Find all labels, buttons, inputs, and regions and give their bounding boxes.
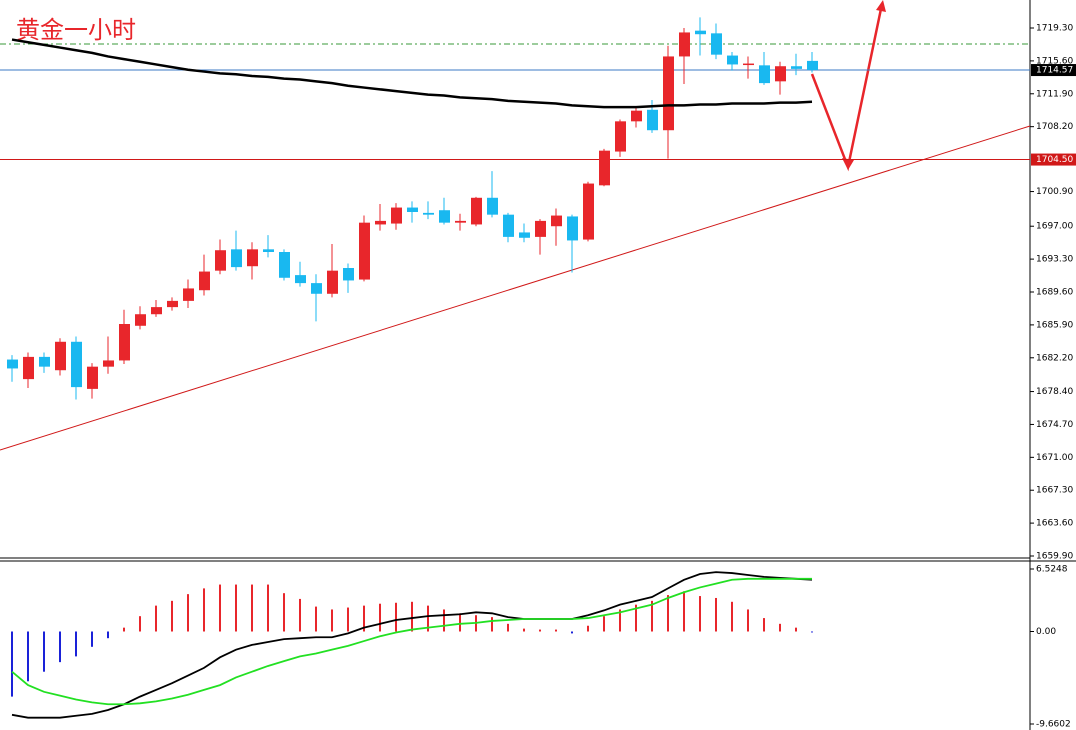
moving-average	[11, 38, 813, 109]
candle-body	[247, 249, 258, 267]
candle-body	[599, 150, 610, 186]
candle-body	[23, 356, 34, 380]
candle-body	[775, 66, 786, 82]
candle-body	[439, 210, 450, 223]
candle-body	[55, 341, 66, 371]
y-tick-label: 1685.90	[1036, 320, 1073, 330]
candle-body	[423, 212, 434, 215]
candle-body	[567, 216, 578, 241]
y-tick-label: 1663.60	[1036, 519, 1073, 529]
y-tick-label: 0.00	[1036, 627, 1056, 637]
level-tag	[1031, 153, 1076, 166]
arrow-head	[876, 0, 886, 12]
y-tick-label: 1659.90	[1036, 552, 1073, 562]
candle-body	[71, 341, 82, 388]
candle-body	[375, 220, 386, 225]
candle-body	[711, 33, 722, 55]
candle-body	[583, 183, 594, 240]
y-tick-label: 1671.00	[1036, 453, 1073, 463]
candle-body	[647, 109, 658, 131]
y-tick-label: 1693.30	[1036, 255, 1073, 265]
candle-body	[119, 324, 130, 361]
y-tick-label: 1697.00	[1036, 222, 1073, 232]
candle-body	[727, 55, 738, 65]
candle-body	[503, 214, 514, 237]
candle-body	[231, 249, 242, 268]
candle-body	[151, 307, 162, 315]
y-tick-label: 1689.60	[1036, 288, 1073, 298]
candle-body	[519, 232, 530, 238]
macd-line	[11, 571, 813, 719]
y-tick-label: 1719.30	[1036, 24, 1073, 34]
candle-body	[631, 110, 642, 122]
current-price-label: 1714.57	[1036, 66, 1073, 76]
trend-line	[0, 125, 1031, 451]
chart-title: 黄金一小时	[16, 16, 136, 44]
level-label: 1704.50	[1036, 155, 1073, 165]
y-tick-label: 1708.20	[1036, 122, 1073, 132]
y-tick-label: 1674.70	[1036, 420, 1073, 430]
candle-body	[695, 30, 706, 35]
y-tick-label: 1682.20	[1036, 353, 1073, 363]
y-tick-label: 6.5248	[1036, 565, 1068, 575]
y-tick-label: -9.6602	[1036, 720, 1071, 730]
candle-body	[199, 271, 210, 291]
current-price-tag	[1031, 64, 1076, 77]
candle-body	[471, 197, 482, 225]
candle-body	[279, 252, 290, 278]
candle-body	[263, 249, 274, 252]
candle-body	[215, 250, 226, 271]
candle-body	[391, 207, 402, 224]
candle-body	[791, 66, 802, 69]
y-tick-label: 1667.30	[1036, 486, 1073, 496]
y-tick-label: 1700.90	[1036, 187, 1073, 197]
candle-body	[743, 63, 754, 66]
candle-body	[807, 60, 818, 71]
candle-body	[407, 207, 418, 212]
y-tick-label: 1715.60	[1036, 56, 1073, 66]
candle-body	[663, 56, 674, 131]
candle-body	[87, 366, 98, 389]
candle-body	[103, 360, 114, 367]
candle-body	[311, 283, 322, 294]
candle-body	[759, 65, 770, 84]
arrow-head	[842, 158, 854, 170]
candle-body	[183, 288, 194, 301]
candle-body	[535, 220, 546, 237]
candle-body	[327, 270, 338, 294]
y-tick-label: 1711.90	[1036, 89, 1073, 99]
candle-body	[455, 220, 466, 223]
candle-body	[679, 32, 690, 57]
candle-body	[7, 359, 18, 369]
candle-body	[295, 275, 306, 284]
candle-body	[135, 314, 146, 326]
candle-body	[167, 300, 178, 308]
candle-body	[551, 215, 562, 227]
candle-body	[343, 268, 354, 281]
y-tick-label: 1678.40	[1036, 387, 1073, 397]
forecast-arrow	[810, 3, 884, 172]
candle-body	[487, 197, 498, 215]
candle-body	[359, 222, 370, 280]
candle-body	[615, 121, 626, 152]
macd-line	[11, 577, 812, 706]
candle-body	[39, 356, 50, 367]
